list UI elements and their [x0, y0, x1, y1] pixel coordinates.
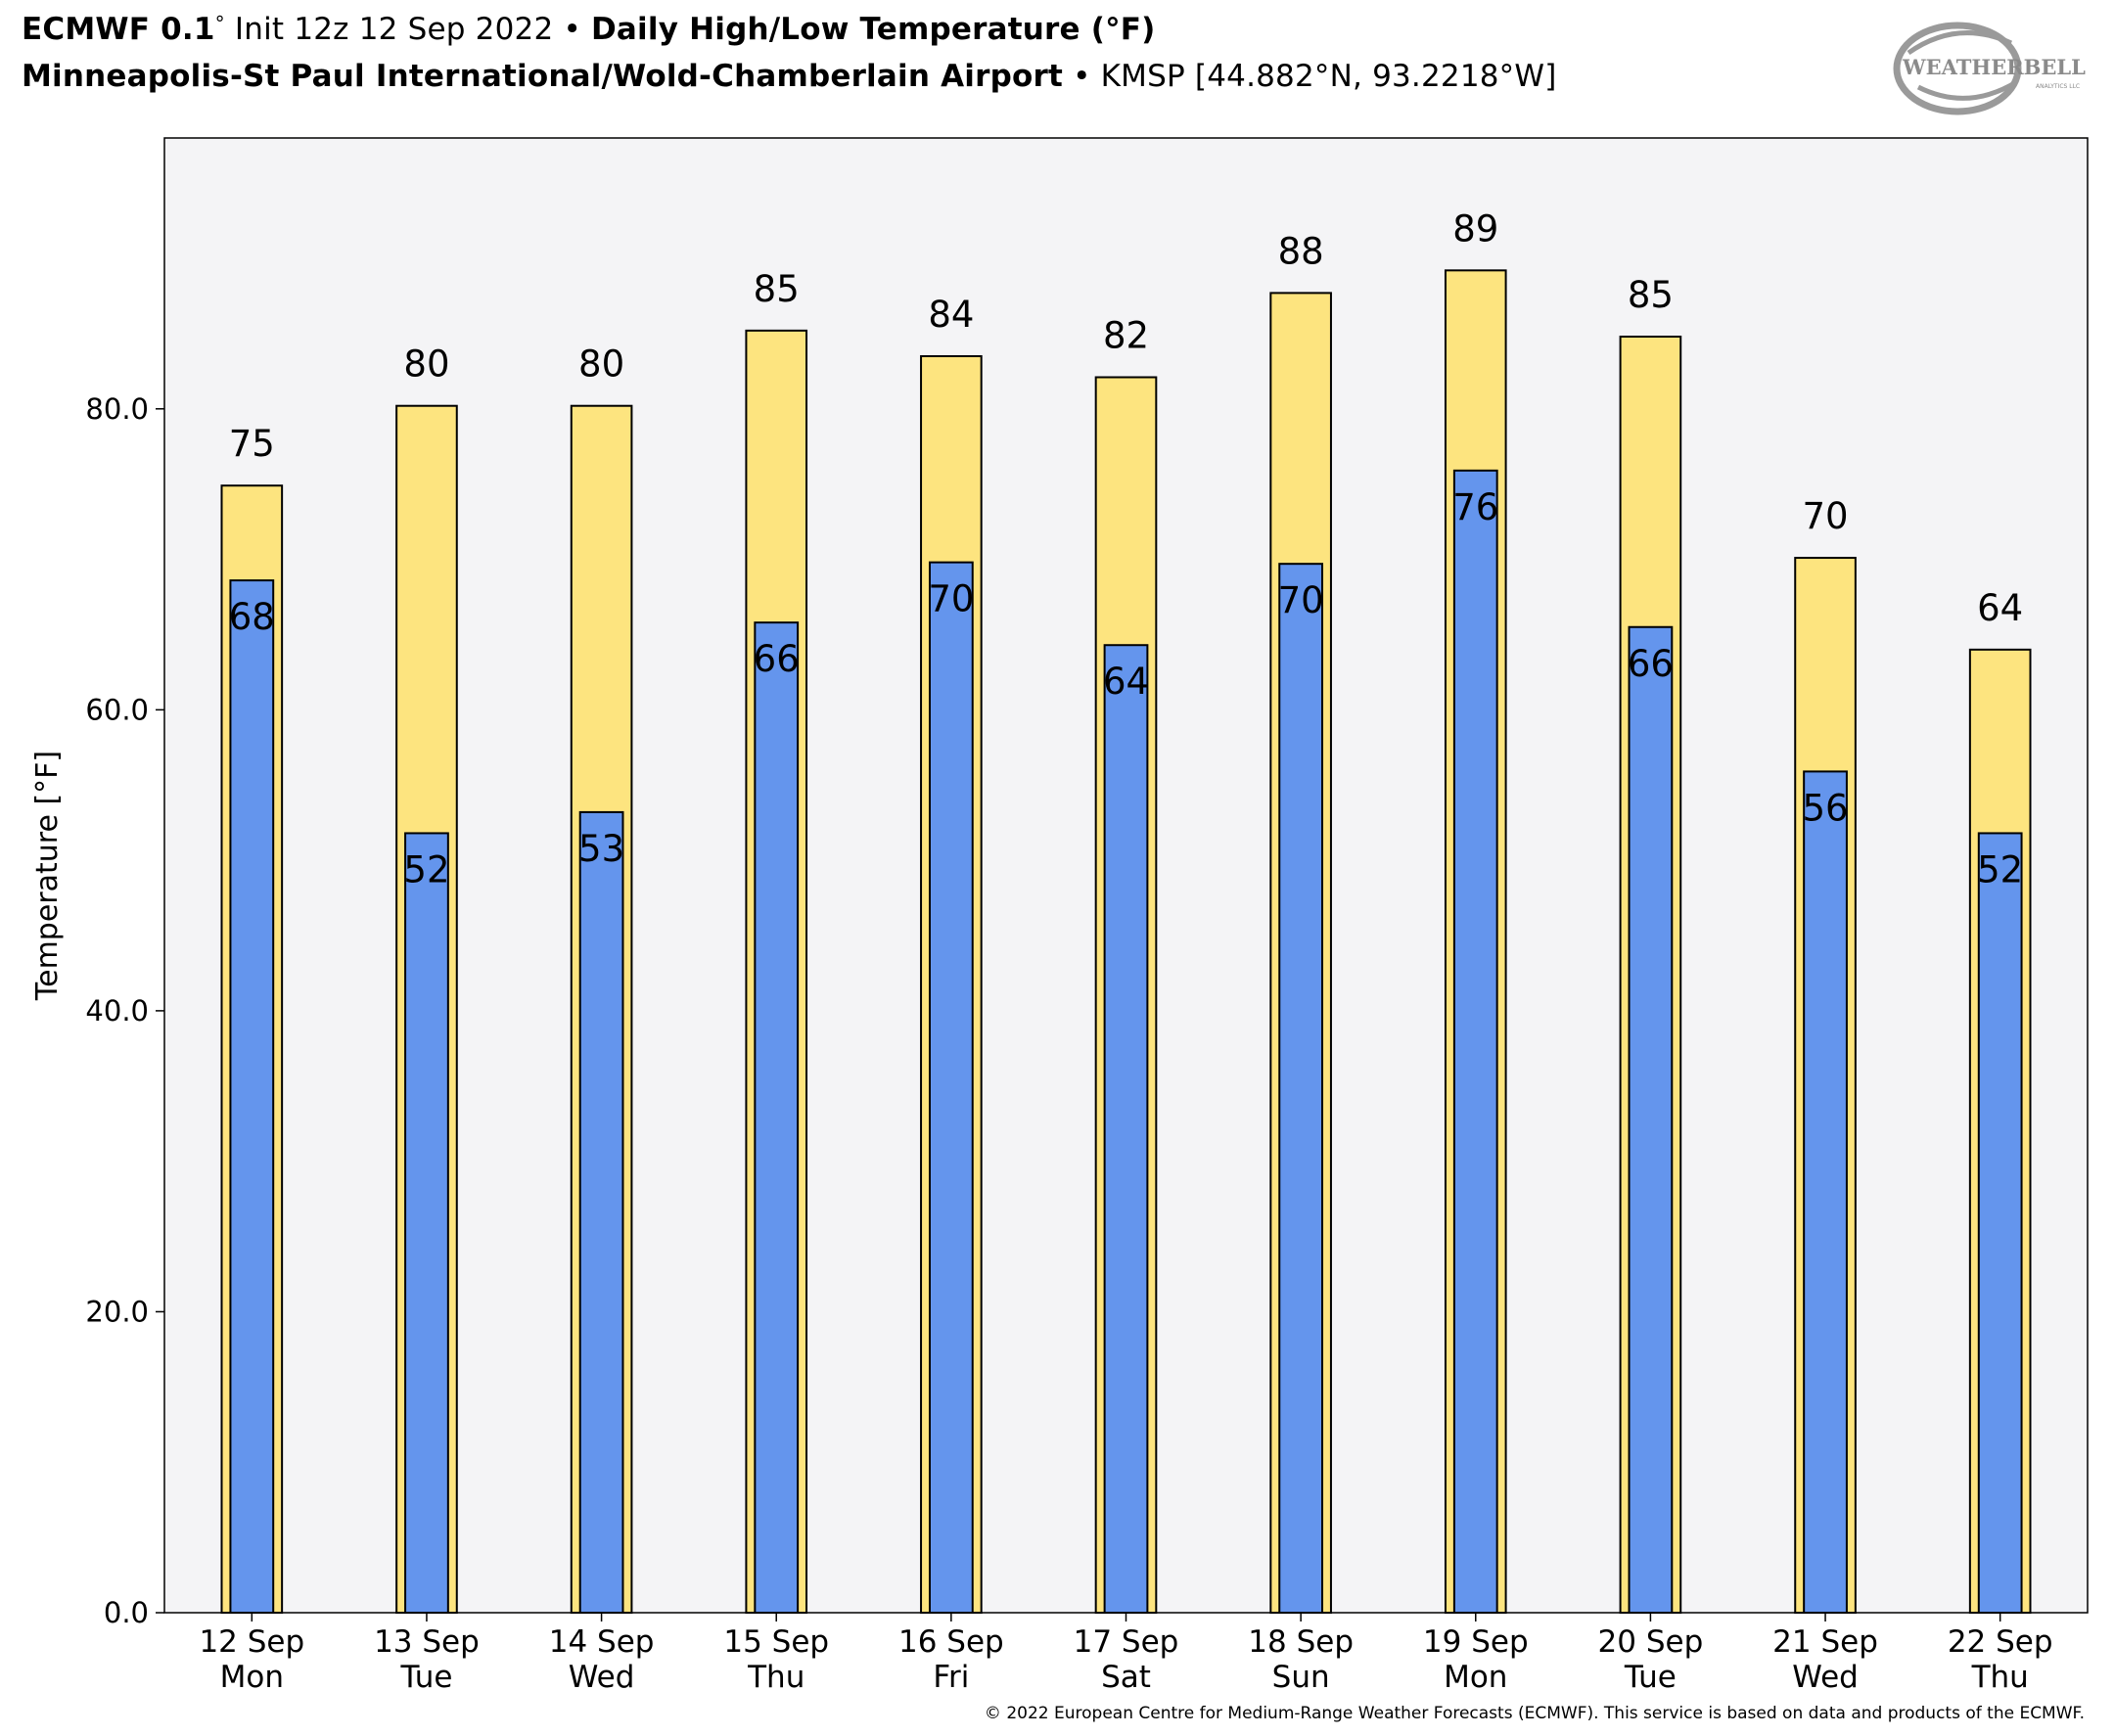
high-value-label: 80: [403, 343, 449, 386]
low-bar: [404, 832, 449, 1614]
low-value-label: 68: [229, 596, 275, 638]
x-tick-label: 22 Sep: [1948, 1624, 2053, 1660]
x-tick-label-day: Sat: [1101, 1660, 1151, 1695]
low-bar: [1278, 563, 1324, 1614]
low-value-label: 70: [1278, 579, 1324, 621]
x-tick-label: 15 Sep: [723, 1624, 829, 1660]
y-tick-label: 60.0: [85, 693, 149, 726]
low-value-label: 66: [754, 638, 800, 680]
low-bar: [1803, 770, 1848, 1614]
y-axis-label: Temperature [°F]: [30, 751, 65, 1001]
x-tick-label: 20 Sep: [1598, 1624, 1704, 1660]
x-tick-label-day: Mon: [1444, 1660, 1507, 1695]
high-value-label: 64: [1977, 587, 2023, 629]
x-tick-label-day: Wed: [569, 1660, 635, 1695]
x-tick-label: 21 Sep: [1772, 1624, 1878, 1660]
low-value-label: 52: [1977, 848, 2023, 891]
separator: •: [563, 12, 581, 47]
x-tick-label: 12 Sep: [199, 1624, 304, 1660]
low-bar: [229, 579, 275, 1614]
bars-layer: [220, 269, 2032, 1615]
degree-mark: °: [214, 12, 225, 35]
x-tick-label: 14 Sep: [549, 1624, 655, 1660]
x-tick-label-day: Tue: [399, 1660, 452, 1695]
y-tick-label: 20.0: [85, 1295, 149, 1328]
high-value-label: 82: [1103, 315, 1149, 357]
station-info: KMSP [44.882°N, 93.2218°W]: [1100, 59, 1557, 94]
x-tick-label-day: Mon: [220, 1660, 284, 1695]
init-time: Init 12z 12 Sep 2022: [224, 12, 564, 47]
high-value-label: 89: [1452, 207, 1498, 250]
low-bar: [754, 621, 800, 1614]
weatherbell-logo: WEATHERBELL ANALYTICS LLC: [1893, 22, 2086, 115]
y-tick-label: 0.0: [104, 1596, 149, 1629]
logo-text: WEATHERBELL: [1902, 55, 2086, 79]
logo-subtext: ANALYTICS LLC: [2036, 83, 2080, 90]
station-name: Minneapolis-St Paul International/Wold-C…: [22, 59, 1063, 94]
low-value-label: 52: [403, 848, 449, 891]
low-value-label: 56: [1802, 787, 1848, 829]
x-tick-label: 18 Sep: [1248, 1624, 1354, 1660]
low-bar: [928, 561, 974, 1614]
high-value-label: 85: [1628, 274, 1674, 316]
x-tick-label: 16 Sep: [898, 1624, 1004, 1660]
x-tick-label-day: Tue: [1624, 1660, 1677, 1695]
high-value-label: 70: [1802, 495, 1848, 537]
low-bar: [1628, 625, 1674, 1614]
y-tick-label: 40.0: [85, 994, 149, 1028]
labels-layer: 75 68 80 52 80 53 85 66 84 70 82 64 88 70 89 76 85 66 70 56…: [229, 207, 2023, 891]
copyright-notice: © 2022 European Centre for Medium-Range …: [984, 1704, 2085, 1723]
y-axis: 0.0 20.0 40.0 60.0 80.0: [85, 392, 164, 1629]
product-name: Daily High/Low Temperature (°F): [591, 12, 1156, 47]
model-name: ECMWF 0.1: [22, 12, 215, 47]
low-bar: [1977, 832, 2023, 1614]
y-tick-label: 80.0: [85, 392, 149, 426]
x-tick-label-day: Thu: [747, 1660, 804, 1695]
high-value-label: 88: [1278, 230, 1324, 272]
low-bar: [578, 810, 624, 1614]
low-bar: [1103, 644, 1149, 1614]
low-value-label: 64: [1103, 661, 1149, 703]
low-value-label: 53: [578, 828, 624, 870]
low-value-label: 66: [1628, 643, 1674, 685]
high-value-label: 80: [578, 343, 624, 386]
x-tick-label: 17 Sep: [1074, 1624, 1179, 1660]
x-tick-label: 13 Sep: [374, 1624, 480, 1660]
x-tick-label: 19 Sep: [1423, 1624, 1529, 1660]
low-value-label: 76: [1452, 486, 1498, 528]
low-value-label: 70: [928, 578, 974, 620]
chart-subtitle: Minneapolis-St Paul International/Wold-C…: [22, 59, 1557, 94]
separator-2: •: [1073, 59, 1091, 94]
high-value-label: 75: [229, 423, 275, 465]
high-value-label: 85: [754, 268, 800, 310]
x-tick-label-day: Wed: [1792, 1660, 1859, 1695]
x-tick-label-day: Thu: [1971, 1660, 2029, 1695]
low-bar: [1452, 469, 1498, 1614]
x-tick-label-day: Fri: [933, 1660, 969, 1695]
x-tick-label-day: Sun: [1272, 1660, 1330, 1695]
high-value-label: 84: [928, 294, 974, 336]
chart-title: ECMWF 0.1° Init 12z 12 Sep 2022 • Daily …: [22, 12, 1156, 47]
